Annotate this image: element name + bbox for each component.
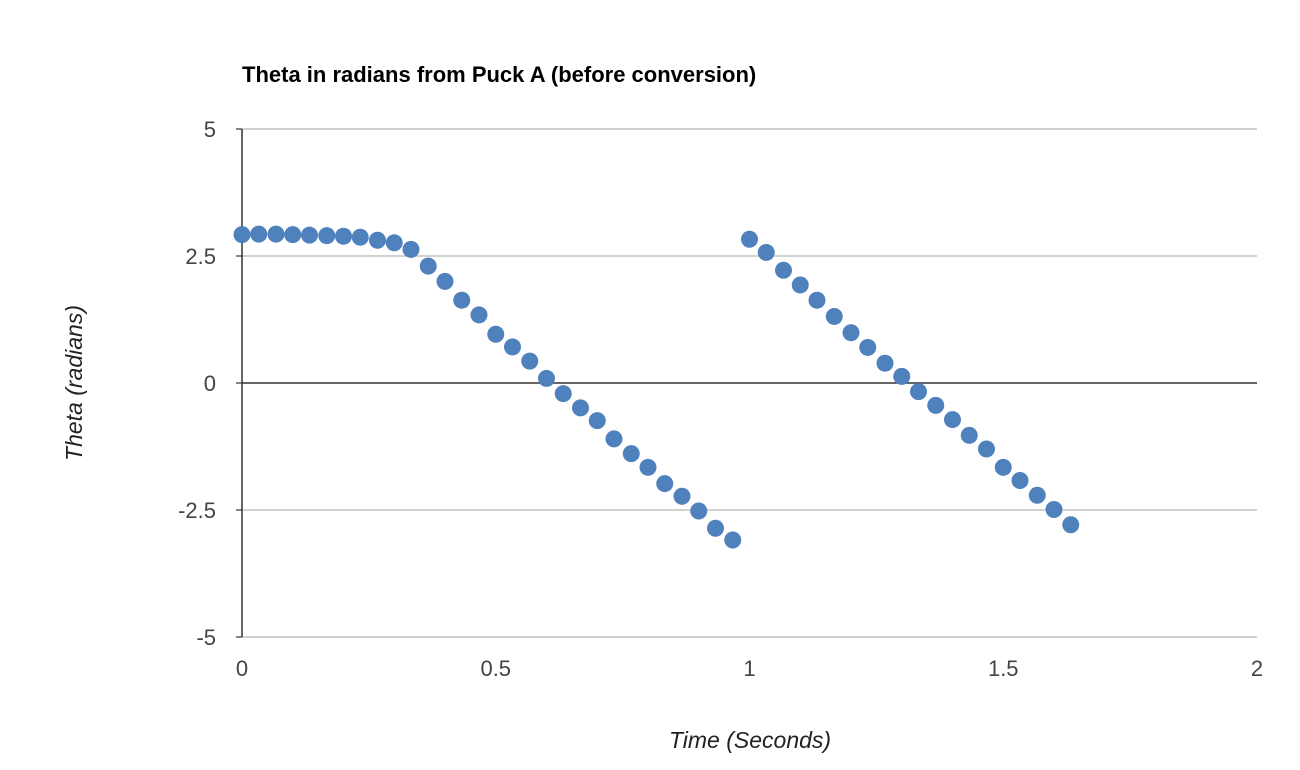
data-point (944, 411, 961, 429)
y-tick-label: 5 (204, 117, 216, 142)
y-tick-label: 2.5 (185, 244, 216, 269)
data-point (622, 445, 640, 463)
y-tick-label: -5 (196, 625, 216, 650)
data-point (1011, 472, 1029, 490)
y-axis-ticks: 5 2.5 0 -2.5 -5 (178, 117, 216, 650)
data-point (470, 306, 488, 324)
data-point (369, 231, 387, 249)
data-point (487, 325, 505, 343)
x-axis-label: Time (Seconds) (669, 727, 831, 753)
x-tick-label: 0.5 (480, 656, 511, 681)
data-point (318, 227, 336, 245)
data-point (300, 226, 318, 244)
data-point (588, 412, 606, 430)
data-point (825, 307, 843, 325)
data-point (1045, 500, 1063, 518)
data-point (1062, 516, 1080, 534)
data-point (267, 225, 285, 243)
data-point (402, 240, 420, 258)
data-point (724, 531, 742, 549)
x-axis-ticks: 0 0.5 1 1.5 2 (236, 656, 1263, 681)
x-tick-label: 0 (236, 656, 248, 681)
data-point (893, 367, 911, 385)
data-point (690, 502, 708, 520)
data-point (842, 324, 860, 342)
data-point (808, 291, 826, 309)
data-point (994, 458, 1012, 476)
data-point (572, 399, 590, 417)
data-point (436, 272, 454, 290)
data-point (250, 225, 268, 243)
data-point (503, 338, 521, 356)
data-point (741, 230, 758, 248)
gridlines (236, 128, 1257, 638)
data-point (284, 226, 302, 244)
y-tick-label: 0 (204, 371, 216, 396)
data-point (335, 227, 352, 245)
data-point (1028, 486, 1046, 504)
data-point (419, 257, 437, 275)
x-tick-label: 1.5 (988, 656, 1019, 681)
data-point (639, 458, 657, 476)
data-point (909, 383, 927, 401)
chart-title: Theta in radians from Puck A (before con… (242, 62, 756, 87)
data-point (960, 426, 978, 444)
data-point (385, 234, 403, 252)
data-point (673, 487, 691, 505)
y-axis-label: Theta (radians) (61, 305, 87, 461)
x-tick-label: 1 (743, 656, 755, 681)
x-tick-label: 2 (1251, 656, 1263, 681)
data-point (453, 291, 471, 309)
data-point (927, 396, 945, 414)
data-point (775, 261, 793, 279)
data-points (233, 225, 1080, 549)
data-point (605, 430, 623, 448)
data-point (351, 228, 369, 246)
data-point (656, 475, 674, 493)
data-point (859, 338, 877, 356)
data-point (554, 385, 572, 403)
data-point (538, 369, 555, 387)
data-point (978, 440, 996, 458)
data-point (876, 354, 894, 372)
y-tick-label: -2.5 (178, 498, 216, 523)
data-point (706, 519, 724, 537)
data-point (757, 243, 775, 261)
data-point (791, 276, 809, 294)
data-point (233, 226, 251, 244)
data-point (521, 352, 539, 370)
